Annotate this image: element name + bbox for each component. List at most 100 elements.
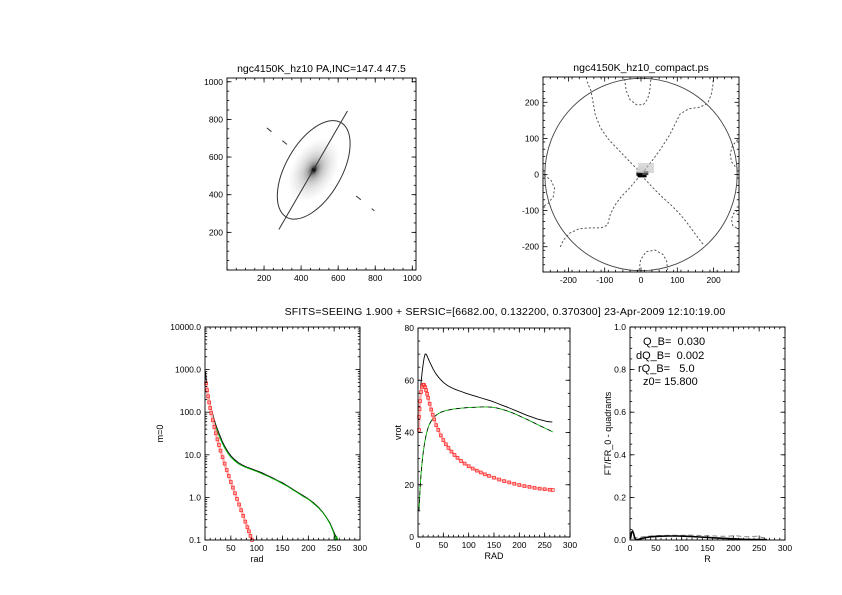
dotted-contour: [644, 79, 714, 171]
dotted-contour: [638, 249, 668, 271]
bulge-rotation-symbol: [426, 395, 430, 400]
x-tick-label: 300: [563, 540, 577, 550]
bulge-rotation-symbol: [542, 487, 547, 491]
y-tick-label: 100.0: [180, 407, 202, 417]
axes-frame: [204, 326, 361, 541]
x-tick-label: 200: [706, 275, 720, 285]
y-tick-label: 1.0: [614, 322, 626, 332]
x-tick-label: 0: [639, 275, 644, 285]
panel-title: ngc4150K_hz10_compact.ps: [573, 62, 708, 74]
y-axis-label: vrot: [393, 425, 403, 441]
x-tick-label: 200: [726, 543, 740, 553]
bulge-profile-symbol: [218, 448, 223, 453]
x-tick-label: 100: [670, 275, 684, 285]
bulge-rotation-symbol: [474, 468, 479, 473]
bulge-rotation-symbol: [459, 459, 463, 463]
x-tick-label: 250: [327, 543, 341, 553]
y-axis-label: m=0: [155, 425, 165, 443]
y-tick-label: 0: [534, 170, 539, 180]
bulge-rotation-symbol: [419, 390, 423, 394]
x-tick-label: 0: [203, 543, 208, 553]
y-tick-label: 0.8: [614, 365, 626, 375]
bulge-rotation-symbol: [502, 479, 506, 483]
x-tick-label: 100: [462, 540, 476, 550]
bulge-rotation-symbol: [425, 392, 429, 396]
center-residual: [637, 172, 647, 178]
fit-parameter-annotation: z0= 15.800: [643, 376, 698, 388]
bulge-rotation-symbol: [449, 449, 454, 454]
bulge-profile-symbol: [233, 491, 237, 496]
bulge-rotation-symbol: [466, 464, 471, 469]
dotted-contour: [730, 210, 738, 229]
bulge-profile-symbol: [214, 431, 218, 436]
x-axis-label: rad: [250, 554, 263, 564]
y-tick-label: 20: [405, 480, 415, 490]
y-tick-label: 0.1: [189, 535, 201, 545]
dotted-contour: [644, 178, 704, 245]
bulge-profile-symbol: [248, 534, 253, 538]
dotted-contour: [559, 178, 638, 248]
bulge-rotation-symbol: [455, 456, 460, 460]
bulge-profile-symbol: [245, 525, 250, 529]
dotted-contour: [624, 78, 652, 106]
x-tick-label: 250: [752, 543, 766, 553]
total-rotation-line: [418, 353, 553, 428]
axes-frame: [226, 77, 417, 271]
bulge-rotation-symbol: [512, 481, 517, 486]
panel-title: ngc4150K_hz10 PA,INC=147.4 47.5: [237, 63, 406, 75]
y-tick-label: 1.0: [189, 492, 201, 502]
bulge-rotation-symbol: [497, 477, 501, 482]
bulge-profile-symbol: [210, 418, 215, 422]
x-tick-label: -100: [596, 275, 613, 285]
panel-surface-brightness-profile: 0 50 100 150 200 250 300 0.1 1.0 10.0 100.0 1000.0 1…: [155, 322, 367, 564]
x-tick-label: 800: [368, 273, 382, 283]
y-tick-label: 600: [209, 152, 223, 162]
y-tick-label: 0: [409, 532, 414, 542]
center-residual: [638, 163, 655, 173]
bulge-profile-halo: [204, 382, 254, 541]
minor-axis-dash: [266, 127, 289, 146]
disk-rotation-line: [418, 406, 554, 511]
panel-compact-map: -200 -100 0 100 200 -200 -100 0 100 200 ngc4150K_h…: [522, 62, 740, 285]
x-tick-label: 150: [487, 540, 501, 550]
x-tick-label: 100: [250, 543, 264, 553]
y-tick-label: 200: [209, 227, 223, 237]
x-tick-label: 1000: [403, 273, 422, 283]
bulge-profile-symbol: [241, 513, 246, 518]
dotted-contour: [544, 174, 556, 207]
x-tick-label: 200: [512, 540, 526, 550]
bulge-rotation-symbol: [430, 412, 435, 417]
bulge-profile-symbol: [208, 406, 212, 410]
bulge-profile-symbol: [206, 394, 210, 399]
bulge-rotation-symbol: [446, 446, 451, 450]
bulge-profile-symbol: [222, 461, 227, 466]
dotted-contour: [586, 81, 638, 170]
panel-fourier-quadrants: 0 50 100 150 200 250 300 0.0 0.2 0.4 0.6 0.8 1.0 R FT/…: [603, 322, 792, 564]
bulge-rotation-symbol: [532, 486, 537, 490]
y-tick-label: 400: [209, 190, 223, 200]
x-axis-label: R: [704, 554, 711, 564]
bulge-profile-symbol: [215, 437, 220, 442]
bulge-rotation-symbol: [427, 401, 432, 406]
y-axis-label: FT/FR_0 - quadrants: [603, 391, 613, 475]
y-tick-label: 80: [405, 323, 415, 333]
y-tick-label: 100: [525, 133, 539, 143]
bulge-rotation-symbol: [418, 399, 422, 403]
bulge-rotation-symbol: [434, 423, 439, 427]
total-model-line: [205, 371, 338, 541]
panel-rotation-curve: 0 50 100 150 200 250 300 0 20 40 60 80 RAD vrot: [393, 323, 577, 561]
y-tick-label: 200: [525, 97, 539, 107]
bulge-profile-symbol: [243, 519, 248, 524]
y-tick-label: -200: [522, 242, 539, 252]
panel-galaxy-image: 200 400 600 800 1000 200 400 600 800 1000 ngc4150K…: [204, 63, 422, 283]
fit-parameter-annotation: Q_B= 0.030: [643, 336, 705, 348]
bulge-rotation-symbol: [470, 466, 475, 471]
center-residual: [642, 171, 649, 176]
x-axis-label: RAD: [484, 551, 504, 561]
bulge-rotation-symbol: [550, 488, 555, 492]
bulge-profile-symbol: [235, 497, 239, 501]
y-tick-label: 0.6: [614, 407, 626, 417]
y-tick-label: 0.2: [614, 492, 626, 502]
bulge-profile-symbol: [229, 480, 233, 484]
bulge-rotation-symbol: [479, 470, 483, 475]
